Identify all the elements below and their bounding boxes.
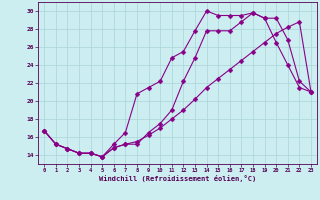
X-axis label: Windchill (Refroidissement éolien,°C): Windchill (Refroidissement éolien,°C) <box>99 175 256 182</box>
